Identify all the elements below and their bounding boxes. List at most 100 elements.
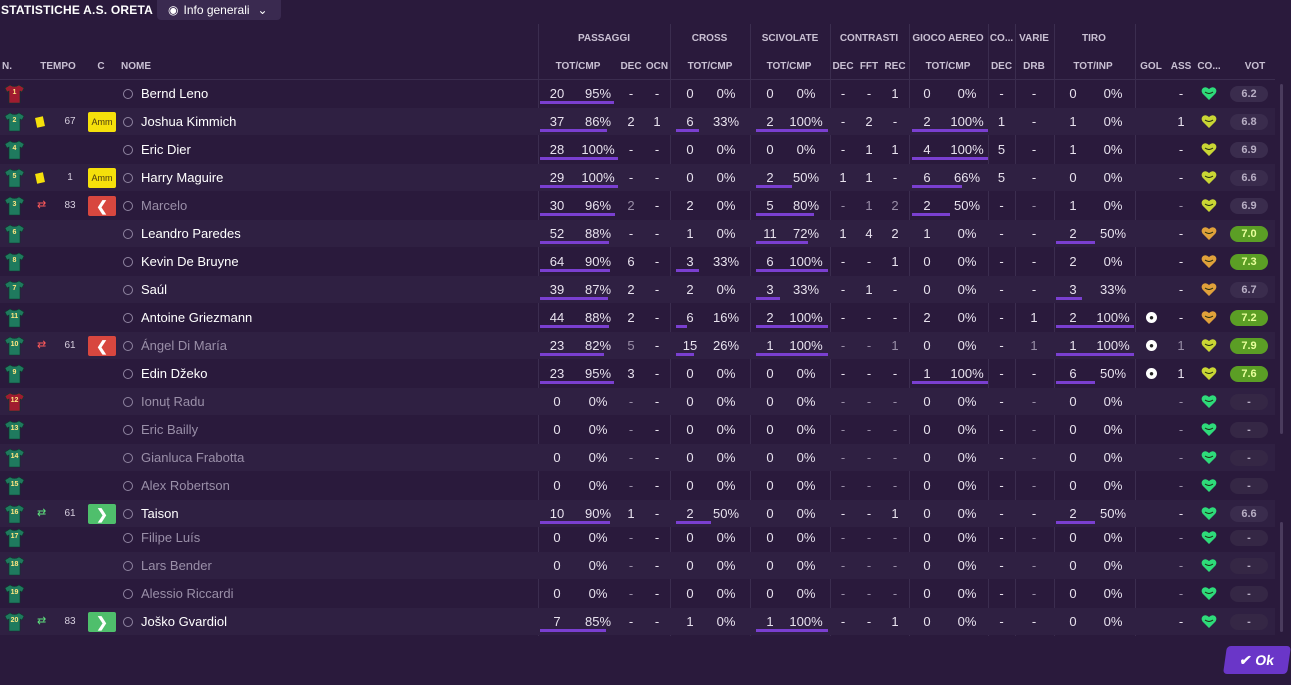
crosses-bar <box>676 269 699 272</box>
player-name[interactable]: Kevin De Bruyne <box>141 254 239 269</box>
person-icon[interactable] <box>123 201 133 211</box>
table-row[interactable]: 20 ⇄ 83 ❯ Joško Gvardiol 7 85% - -1 0% 1 100% - -1 0 0%… <box>0 608 1275 635</box>
column-header-contr-dec[interactable]: DEC <box>832 61 854 72</box>
shirt-number: 4 <box>12 145 17 152</box>
table-row[interactable]: 1 Bernd Leno 20 95% - - 0 0% 0 0% - - 1 0 0% - - 0 0% - 6.2 <box>0 80 1275 107</box>
contrasts-fft: - <box>866 614 872 629</box>
player-name[interactable]: Marcelo <box>141 198 188 213</box>
table-row[interactable]: 15 Alex Robertson 0 0% - - 0 0% 0 0% - - - 0 0% - - 0 0% - - <box>0 472 1275 499</box>
person-icon[interactable] <box>123 453 133 463</box>
player-name[interactable]: Edin Džeko <box>141 366 208 381</box>
column-header-pass-ocn[interactable]: OCN <box>645 61 669 72</box>
column-header-c[interactable]: C <box>97 61 105 72</box>
column-header-contr-fft[interactable]: FFT <box>859 61 879 72</box>
column-header-sciv-totcmp[interactable]: TOT/CMP <box>766 61 812 72</box>
column-header-n[interactable]: N. <box>2 61 12 72</box>
table-row[interactable]: 14 Gianluca Frabotta 0 0% - - 0 0% 0 0% - - - 0 0% - - 0 0… <box>0 444 1275 471</box>
table-row[interactable]: 17 Filipe Luís 0 0% - - 0 0% 0 0% - - - 0 0% - - 0 0% - - <box>0 524 1275 551</box>
column-header-nome[interactable]: NOME <box>121 61 151 72</box>
player-name[interactable]: Ionuț Radu <box>141 394 205 409</box>
table-row[interactable]: 10 ⇄ 61 ❮ Ángel Di María 23 82% 5-15 26% 1 100% - -1… <box>0 332 1275 359</box>
person-icon[interactable] <box>123 617 133 627</box>
player-name[interactable]: Alessio Riccardi <box>141 586 234 601</box>
shirt-number: 18 <box>10 561 19 568</box>
person-icon[interactable] <box>123 285 133 295</box>
person-icon[interactable] <box>123 257 133 267</box>
column-header-contr-rec[interactable]: REC <box>884 61 906 72</box>
column-header-co[interactable]: CO... <box>1197 61 1221 72</box>
column-header-tempo[interactable]: TEMPO <box>40 61 76 72</box>
column-header-vot[interactable]: VOT <box>1244 61 1266 72</box>
passes-total: 0 <box>553 530 561 545</box>
person-icon[interactable] <box>123 589 133 599</box>
column-header-ass[interactable]: ASS <box>1170 61 1192 72</box>
column-header-aereo-totcmp[interactable]: TOT/CMP <box>925 61 971 72</box>
table-row[interactable]: 16 ⇄ 61 ❯ Taison 10 90% 1-2 50% 0 0% - -1 0 0% - -2 50% -6… <box>0 500 1275 527</box>
column-header-pass-totcmp[interactable]: TOT/CMP <box>555 61 601 72</box>
scrollbar-lower[interactable] <box>1280 522 1283 632</box>
player-name[interactable]: Ángel Di María <box>141 338 227 353</box>
column-header-varie-drb[interactable]: DRB <box>1023 61 1045 72</box>
person-icon[interactable] <box>123 89 133 99</box>
table-row[interactable]: 5 1 Amm Harry Maguire 29 100% - -0 0% 2 50% 1 1-6 66%… <box>0 164 1275 191</box>
column-header-co-dec[interactable]: DEC <box>990 61 1013 72</box>
column-header-tiro-totinp[interactable]: TOT/INP <box>1073 61 1113 72</box>
table-row[interactable]: 6 Leandro Paredes 52 88% - - 1 0% 11 72% 1 4 2 1 0% - - 2… <box>0 220 1275 247</box>
player-name[interactable]: Saúl <box>141 282 168 297</box>
table-row[interactable]: 4 Eric Dier 28 100% - -0 0% 0 0% -1 1 4 100% 5-1 0% -6.… <box>0 136 1275 163</box>
table-row[interactable]: 13 Eric Bailly 0 0% - - 0 0% 0 0% - - - 0 0% - - 0 0% - - <box>0 416 1275 443</box>
person-icon[interactable] <box>123 481 133 491</box>
view-selector-button[interactable]: ◉ Info generali ⌄ <box>157 0 281 20</box>
person-icon[interactable] <box>123 397 133 407</box>
player-name[interactable]: Eric Bailly <box>141 422 199 437</box>
table-row[interactable]: 8 Kevin De Bruyne 64 90% 6-3 33% 6 100% - -1 0 0% - -… <box>0 248 1275 275</box>
player-name[interactable]: Joshua Kimmich <box>141 114 237 129</box>
person-icon[interactable] <box>123 341 133 351</box>
table-row[interactable]: 7 Saúl 39 87% 2 - 2 0% 3 33% - 1 - 0 0% - - 3 33% - 6.7 <box>0 276 1275 303</box>
assists: - <box>1178 450 1184 465</box>
player-name[interactable]: Joško Gvardiol <box>141 614 227 629</box>
player-name[interactable]: Harry Maguire <box>141 170 224 185</box>
player-name[interactable]: Leandro Paredes <box>141 226 241 241</box>
scrollbar[interactable] <box>1280 84 1283 434</box>
contrasts-dec: - <box>840 586 846 601</box>
player-name[interactable]: Eric Dier <box>141 142 191 157</box>
player-name[interactable]: Gianluca Frabotta <box>141 450 245 465</box>
yellow-card-icon <box>35 172 45 184</box>
table-row[interactable]: 2 67 Amm Joshua Kimmich 37 86% 2 1 6 33% 2 100% - 2 - 2… <box>0 108 1275 135</box>
player-name[interactable]: Antoine Griezmann <box>141 310 253 325</box>
person-icon[interactable] <box>123 425 133 435</box>
player-name[interactable]: Taison <box>141 506 179 521</box>
person-icon[interactable] <box>123 117 133 127</box>
table-row[interactable]: 11 Antoine Griezmann 44 88% 2 - 6 16% 2 100% - - - 2 0… <box>0 304 1275 331</box>
player-name[interactable]: Alex Robertson <box>141 478 230 493</box>
person-icon[interactable] <box>123 561 133 571</box>
player-name[interactable]: Filipe Luís <box>141 530 201 545</box>
person-icon[interactable] <box>123 145 133 155</box>
passes-key: - <box>628 558 634 573</box>
aerial-completion: 0% <box>957 310 977 325</box>
table-row[interactable]: 3 ⇄ 83 ❮ Marcelo 30 96% 2 - 2 0% 5 80% - 1 2 2 50% - - 1 0% - 6… <box>0 192 1275 219</box>
person-icon[interactable] <box>123 229 133 239</box>
column-header-pass-dec[interactable]: DEC <box>620 61 642 72</box>
shots-on-target: 0% <box>1103 558 1123 573</box>
player-name[interactable]: Lars Bender <box>141 558 212 573</box>
shots-total: 0 <box>1069 86 1077 101</box>
table-row[interactable]: 18 Lars Bender 0 0% - - 0 0% 0 0% - - - 0 0% - - 0 0% - - <box>0 552 1275 579</box>
co-dec: - <box>999 282 1004 297</box>
table-row[interactable]: 19 Alessio Riccardi 0 0% - - 0 0% 0 0% - - - 0 0% - - 0 0%… <box>0 580 1275 607</box>
player-name[interactable]: Bernd Leno <box>141 86 209 101</box>
person-icon[interactable] <box>123 173 133 183</box>
table-row[interactable]: 12 Ionuț Radu 0 0% - - 0 0% 0 0% - - - 0 0% - - 0 0% - - <box>0 388 1275 415</box>
person-icon[interactable] <box>123 509 133 519</box>
passes-bar <box>540 381 614 384</box>
table-row[interactable]: 9 Edin Džeko 23 95% 3-0 0% 0 0% - - -1 100% - -6 50% ● 1… <box>0 360 1275 387</box>
ok-button[interactable]: ✔ Ok <box>1223 646 1291 674</box>
person-icon[interactable] <box>123 313 133 323</box>
column-header-cross-totcmp[interactable]: TOT/CMP <box>687 61 733 72</box>
person-icon[interactable] <box>123 369 133 379</box>
person-icon[interactable] <box>123 533 133 543</box>
dribbles: - <box>1031 170 1037 185</box>
shirt-icon: 5 <box>4 168 25 188</box>
column-header-gol[interactable]: GOL <box>1140 61 1162 72</box>
